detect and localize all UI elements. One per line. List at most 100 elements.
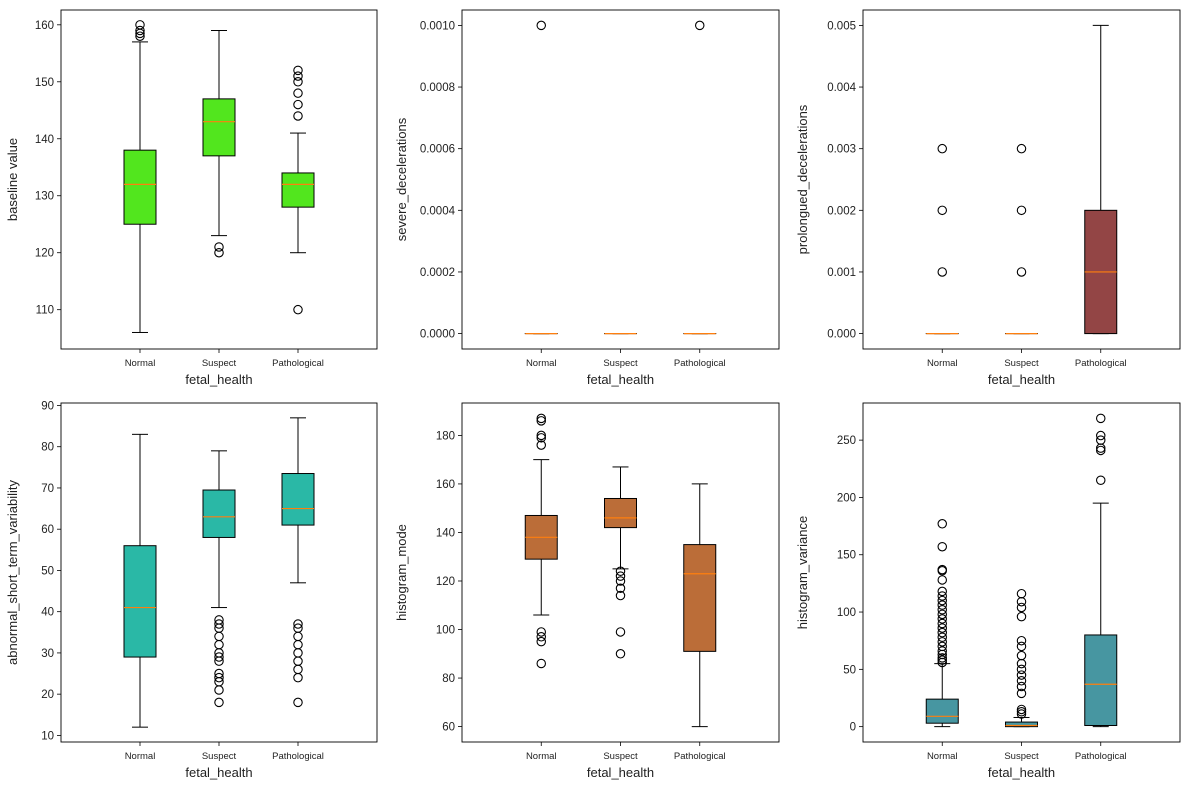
box-normal	[123, 20, 157, 333]
outlier-point	[293, 111, 303, 121]
outlier-point	[1016, 658, 1027, 669]
y-tick-label: 40	[41, 607, 54, 619]
subplot-2: 0.0000 0.0002 0.0004 0.0006 0.0008 0.0010 Norm…	[394, 9, 780, 387]
outlier-point	[694, 20, 705, 31]
y-tick-label: 0.0002	[420, 267, 455, 279]
y-tick-label: 0.004	[827, 82, 856, 94]
box-body	[123, 149, 157, 225]
y-tick-label: 100	[837, 607, 856, 619]
box-normal	[123, 433, 157, 728]
x-tick-label: Pathological	[272, 358, 324, 369]
x-tick-label: Normal	[927, 358, 958, 369]
outlier-point	[214, 247, 224, 258]
outlier-point	[615, 590, 626, 601]
x-tick-label: Suspect	[202, 751, 237, 762]
subplot-4: 10 20 30 40 50 60 70 80 90 Normal Suspect Pathologi…	[5, 400, 378, 780]
outlier-point	[1016, 596, 1027, 607]
outlier-point	[937, 591, 947, 601]
outlier-point	[536, 20, 546, 31]
outlier-point	[615, 627, 626, 637]
y-tick-label: 180	[436, 430, 455, 442]
axes-frame	[461, 9, 780, 350]
axes-frame	[60, 9, 378, 350]
y-tick-label: 110	[36, 305, 54, 317]
y-tick-label: 250	[837, 435, 856, 447]
outlier-point	[214, 619, 224, 629]
outlier-point	[937, 205, 947, 216]
outlier-point	[1016, 611, 1027, 622]
y-tick-label: 90	[41, 400, 54, 412]
box-body	[1084, 634, 1118, 726]
y-tick-label: 80	[442, 673, 455, 685]
outlier-point	[536, 416, 546, 426]
outlier-point	[937, 627, 947, 638]
y-tick-label: 0.001	[827, 267, 856, 279]
outlier-point	[214, 672, 224, 683]
outlier-point	[214, 685, 224, 695]
outlier-point	[937, 655, 947, 665]
outlier-point	[1016, 205, 1027, 216]
y-axis-label: abnormal_short_term_variability	[5, 480, 20, 665]
outlier-point	[937, 641, 947, 652]
outlier-point	[937, 541, 947, 552]
x-tick-label: Pathological	[674, 358, 726, 369]
outlier-point	[293, 99, 303, 110]
box-normal	[524, 413, 558, 669]
outlier-point	[1016, 267, 1027, 277]
x-tick-label: Suspect	[202, 358, 237, 369]
x-tick-label: Normal	[526, 358, 557, 369]
box-pathological	[683, 483, 717, 728]
outlier-point	[615, 576, 626, 586]
box-body	[202, 98, 236, 157]
y-tick-label: 60	[442, 722, 455, 734]
axes-frame	[461, 402, 780, 743]
outlier-point	[536, 440, 546, 450]
outlier-point	[214, 639, 224, 650]
box-suspect	[1005, 588, 1038, 728]
box-body	[281, 473, 315, 526]
y-tick-label: 130	[35, 191, 54, 203]
y-tick-label: 80	[41, 442, 54, 454]
outlier-point	[1096, 435, 1106, 445]
x-tick-label: Normal	[526, 751, 557, 762]
y-tick-label: 0.0006	[420, 144, 455, 156]
y-tick-label: 30	[41, 648, 54, 660]
outlier-point	[1016, 602, 1027, 613]
box-pathological	[1084, 413, 1118, 728]
outlier-point	[536, 413, 546, 424]
outlier-point	[214, 652, 224, 662]
x-tick-label: Normal	[125, 358, 156, 369]
y-tick-label: 50	[41, 565, 54, 577]
y-tick-label: 70	[41, 483, 54, 495]
outlier-point	[937, 609, 947, 620]
outlier-point	[135, 31, 145, 41]
y-tick-label: 200	[837, 492, 856, 504]
y-tick-label: 160	[436, 479, 455, 491]
outlier-point	[293, 65, 303, 76]
y-tick-label: 140	[35, 134, 54, 146]
outlier-point	[536, 433, 546, 443]
outlier-point	[937, 604, 947, 615]
outlier-point	[293, 656, 303, 666]
y-axis-label: baseline value	[5, 138, 20, 221]
box-body	[604, 497, 637, 529]
y-tick-label: 0.003	[827, 144, 856, 156]
y-tick-label: 100	[436, 625, 455, 637]
x-axis-label: fetal_health	[988, 765, 1055, 780]
outlier-point	[293, 631, 303, 642]
x-axis-label: fetal_health	[185, 372, 252, 387]
outlier-point	[293, 664, 303, 675]
outlier-point	[1016, 688, 1027, 699]
box-normal	[925, 143, 959, 335]
outlier-point	[937, 614, 947, 624]
box-pathological	[683, 20, 717, 335]
outlier-point	[1016, 143, 1027, 154]
y-tick-label: 0.002	[827, 205, 856, 217]
outlier-point	[293, 77, 303, 87]
outlier-point	[937, 586, 947, 597]
subplot-6: 0 50 100 150 200 250 Normal Suspect Pathological…	[795, 402, 1181, 780]
box-normal	[925, 519, 959, 728]
outlier-point	[135, 20, 145, 30]
outlier-point	[214, 631, 224, 642]
y-tick-label: 0.0000	[420, 329, 455, 341]
